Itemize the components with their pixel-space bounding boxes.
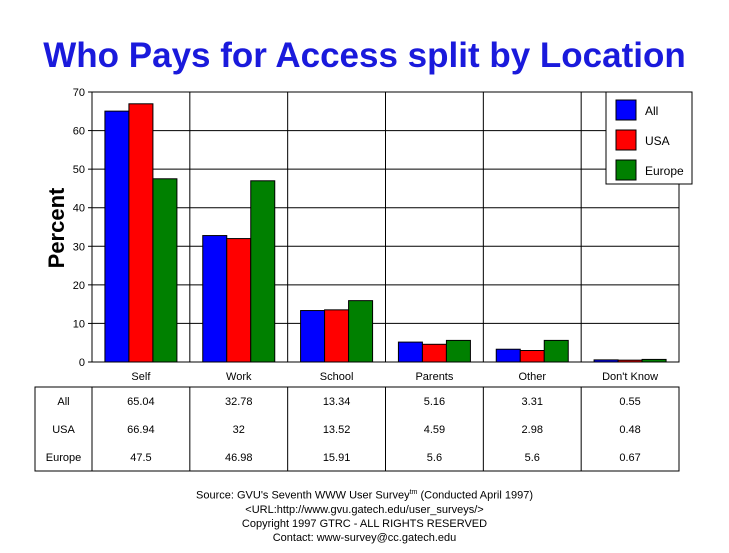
grid-lines (91, 91, 680, 363)
table-cell: 15.91 (323, 452, 351, 464)
bar (617, 359, 643, 363)
y-tick-label: 60 (73, 126, 85, 138)
x-category-label: School (320, 371, 354, 383)
y-tick-label: 30 (73, 241, 85, 253)
x-category-label: Self (131, 371, 151, 383)
bar (641, 358, 667, 363)
x-category-label: Work (226, 371, 252, 383)
bar (495, 348, 521, 363)
table-row-label: All (57, 396, 69, 408)
bar (152, 178, 178, 363)
bar (593, 359, 619, 363)
table-cell: 2.98 (522, 424, 543, 436)
table-cell: 5.6 (427, 452, 442, 464)
table-cell: 65.04 (127, 396, 155, 408)
table-cell: 13.52 (323, 424, 351, 436)
bar (348, 300, 374, 363)
bar (324, 309, 350, 363)
y-tick-label: 20 (73, 280, 85, 292)
bar (543, 339, 569, 363)
y-tick-label: 50 (73, 164, 85, 176)
legend-label: All (645, 104, 658, 118)
table-cell: 32.78 (225, 396, 253, 408)
x-category-label: Don't Know (602, 371, 658, 383)
source-line: Source: GVU's Seventh WWW User Surveytm … (196, 489, 533, 502)
table-cell: 5.16 (424, 396, 445, 408)
legend-swatch (615, 99, 637, 121)
table-cell: 3.31 (522, 396, 543, 408)
y-tick-label: 10 (73, 318, 85, 330)
legend-label: USA (645, 134, 670, 148)
y-axis: 0 10 20 30 40 50 60 70 (73, 87, 92, 369)
legend-swatch (615, 159, 637, 181)
table-cell: 13.34 (323, 396, 351, 408)
table-cell: 32 (233, 424, 245, 436)
bar (226, 238, 252, 363)
bar (445, 339, 471, 363)
table-cell: 0.67 (619, 452, 640, 464)
table-row-label: USA (52, 424, 75, 436)
legend: All USA Europe (605, 91, 693, 185)
bar (202, 235, 228, 363)
y-tick-label: 0 (79, 357, 85, 369)
bar (300, 310, 326, 363)
footer: Source: GVU's Seventh WWW User Surveytm … (0, 486, 729, 545)
bar (104, 110, 130, 363)
contact-line: Contact: www-survey@cc.gatech.edu (272, 531, 457, 544)
bar (519, 350, 545, 363)
bar (250, 180, 276, 363)
chart-title: Who Pays for Access split by Location (43, 36, 686, 75)
x-category-label: Parents (415, 371, 453, 383)
y-tick-label: 40 (73, 203, 85, 215)
bar (128, 103, 154, 363)
bars (104, 103, 667, 363)
x-axis-categories: Self Work School Parents Other Don't Know (131, 371, 658, 383)
y-tick-label: 70 (73, 87, 85, 99)
legend-label: Europe (645, 164, 684, 178)
table-cell: 0.48 (619, 424, 640, 436)
table-row-label: Europe (46, 452, 81, 464)
url-line: <URL:http://www.gvu.gatech.edu/user_surv… (245, 503, 484, 516)
table-cell: 46.98 (225, 452, 253, 464)
table-cell: 47.5 (130, 452, 151, 464)
copyright-line: Copyright 1997 GTRC - ALL RIGHTS RESERVE… (241, 517, 488, 530)
table-cell: 4.59 (424, 424, 445, 436)
table-cell: 5.6 (525, 452, 540, 464)
bar-chart: 0 10 20 30 40 50 60 70 Self Work School Parents Oth… (34, 87, 693, 472)
table-cell: 66.94 (127, 424, 155, 436)
table-cell: 0.55 (619, 396, 640, 408)
bar (397, 341, 423, 363)
x-category-label: Other (518, 371, 546, 383)
legend-swatch (615, 129, 637, 151)
data-table: All 65.04 32.78 13.34 5.16 3.31 0.55 USA 66.94 32… (34, 386, 680, 472)
table-border (34, 386, 680, 472)
bar (421, 343, 447, 363)
y-axis-label: Percent (44, 187, 69, 268)
